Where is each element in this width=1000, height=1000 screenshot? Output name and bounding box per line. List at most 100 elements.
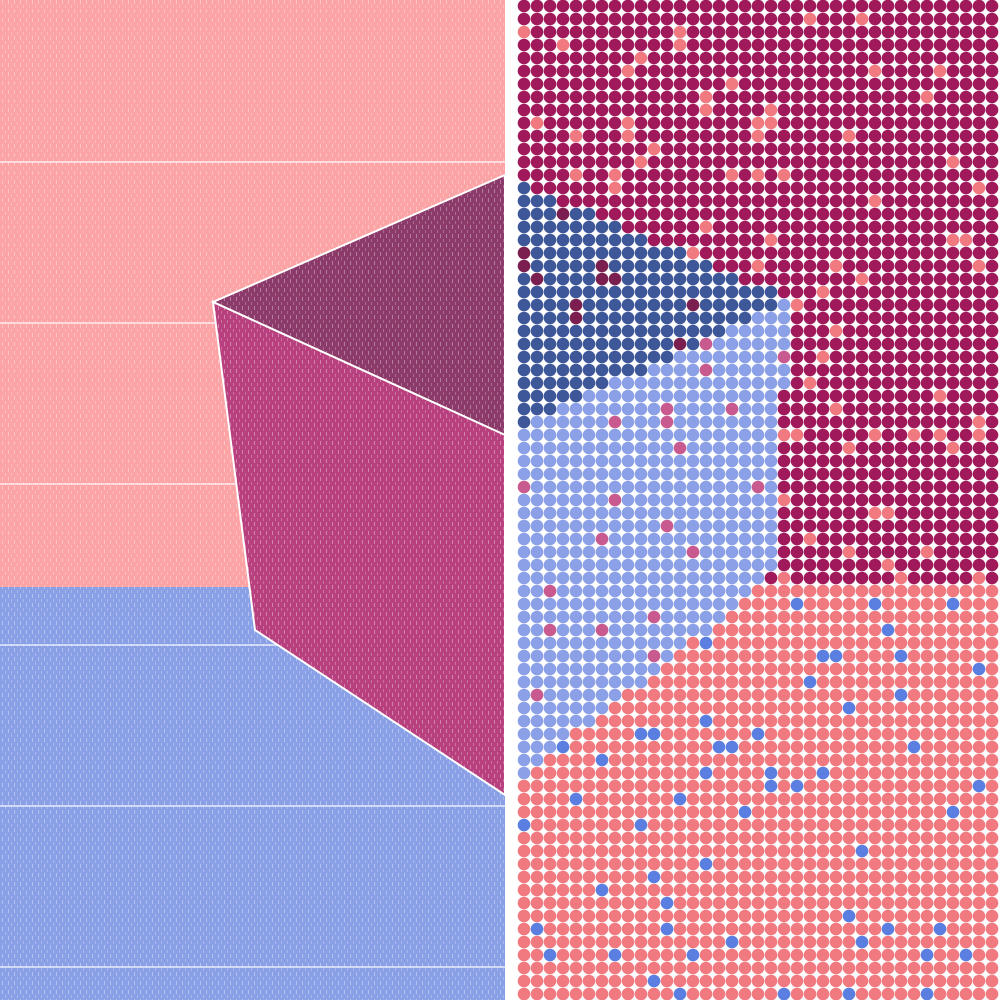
dot <box>530 792 544 806</box>
dot <box>777 116 791 130</box>
dot <box>985 961 999 975</box>
dot <box>543 779 557 793</box>
dot <box>517 597 531 611</box>
dot <box>608 493 622 507</box>
dot <box>907 584 921 598</box>
dot <box>868 129 882 143</box>
dot <box>517 571 531 585</box>
dot <box>790 636 804 650</box>
dot <box>608 545 622 559</box>
dot <box>738 831 752 845</box>
dot <box>582 506 596 520</box>
dot <box>556 415 570 429</box>
dot <box>530 51 544 65</box>
dot <box>790 168 804 182</box>
dot <box>881 350 895 364</box>
dot <box>582 454 596 468</box>
dot <box>985 259 999 273</box>
dot <box>894 818 908 832</box>
dot <box>543 753 557 767</box>
dot <box>712 948 726 962</box>
dot <box>803 233 817 247</box>
dot <box>608 90 622 104</box>
dot <box>946 233 960 247</box>
dot <box>985 298 999 312</box>
dot <box>764 77 778 91</box>
dot <box>621 181 635 195</box>
dot <box>920 987 934 1000</box>
dot <box>946 25 960 39</box>
dot <box>699 181 713 195</box>
dot <box>907 168 921 182</box>
dot <box>569 25 583 39</box>
dot <box>894 168 908 182</box>
dot <box>790 766 804 780</box>
dot <box>621 545 635 559</box>
dot <box>686 233 700 247</box>
dot <box>868 90 882 104</box>
dot <box>842 623 856 637</box>
dot <box>686 64 700 78</box>
dot <box>634 753 648 767</box>
dot <box>608 441 622 455</box>
dot <box>608 727 622 741</box>
dot <box>894 701 908 715</box>
dot <box>712 922 726 936</box>
dot <box>907 337 921 351</box>
dot <box>855 987 869 1000</box>
dot <box>751 792 765 806</box>
dot <box>803 805 817 819</box>
dot <box>673 64 687 78</box>
dot <box>608 597 622 611</box>
dot <box>842 0 856 13</box>
dot <box>569 844 583 858</box>
dot <box>530 467 544 481</box>
dot <box>673 610 687 624</box>
dot <box>790 740 804 754</box>
dot <box>842 428 856 442</box>
dot <box>868 350 882 364</box>
dot <box>725 350 739 364</box>
dot <box>868 25 882 39</box>
dot <box>816 389 830 403</box>
dot <box>829 831 843 845</box>
dot <box>751 688 765 702</box>
dot <box>907 519 921 533</box>
dot <box>946 740 960 754</box>
dot <box>595 844 609 858</box>
dot <box>842 77 856 91</box>
dot <box>881 233 895 247</box>
dot <box>868 818 882 832</box>
dot <box>634 129 648 143</box>
dot <box>972 545 986 559</box>
dot <box>660 532 674 546</box>
dot <box>517 493 531 507</box>
dot <box>855 493 869 507</box>
dot <box>777 701 791 715</box>
dot <box>907 90 921 104</box>
dot <box>816 311 830 325</box>
dot <box>985 376 999 390</box>
dot <box>959 792 973 806</box>
dot <box>972 298 986 312</box>
dot <box>868 714 882 728</box>
dot <box>582 584 596 598</box>
dot <box>634 675 648 689</box>
dot <box>712 961 726 975</box>
dot <box>699 441 713 455</box>
dot <box>803 974 817 988</box>
dot <box>673 584 687 598</box>
dot <box>985 0 999 13</box>
dot <box>920 194 934 208</box>
dot <box>777 428 791 442</box>
dot <box>946 38 960 52</box>
dot <box>725 90 739 104</box>
dot <box>530 441 544 455</box>
dot <box>751 350 765 364</box>
dot <box>855 649 869 663</box>
dot <box>647 831 661 845</box>
dot <box>699 324 713 338</box>
dot <box>972 961 986 975</box>
dot <box>543 324 557 338</box>
dot <box>764 285 778 299</box>
